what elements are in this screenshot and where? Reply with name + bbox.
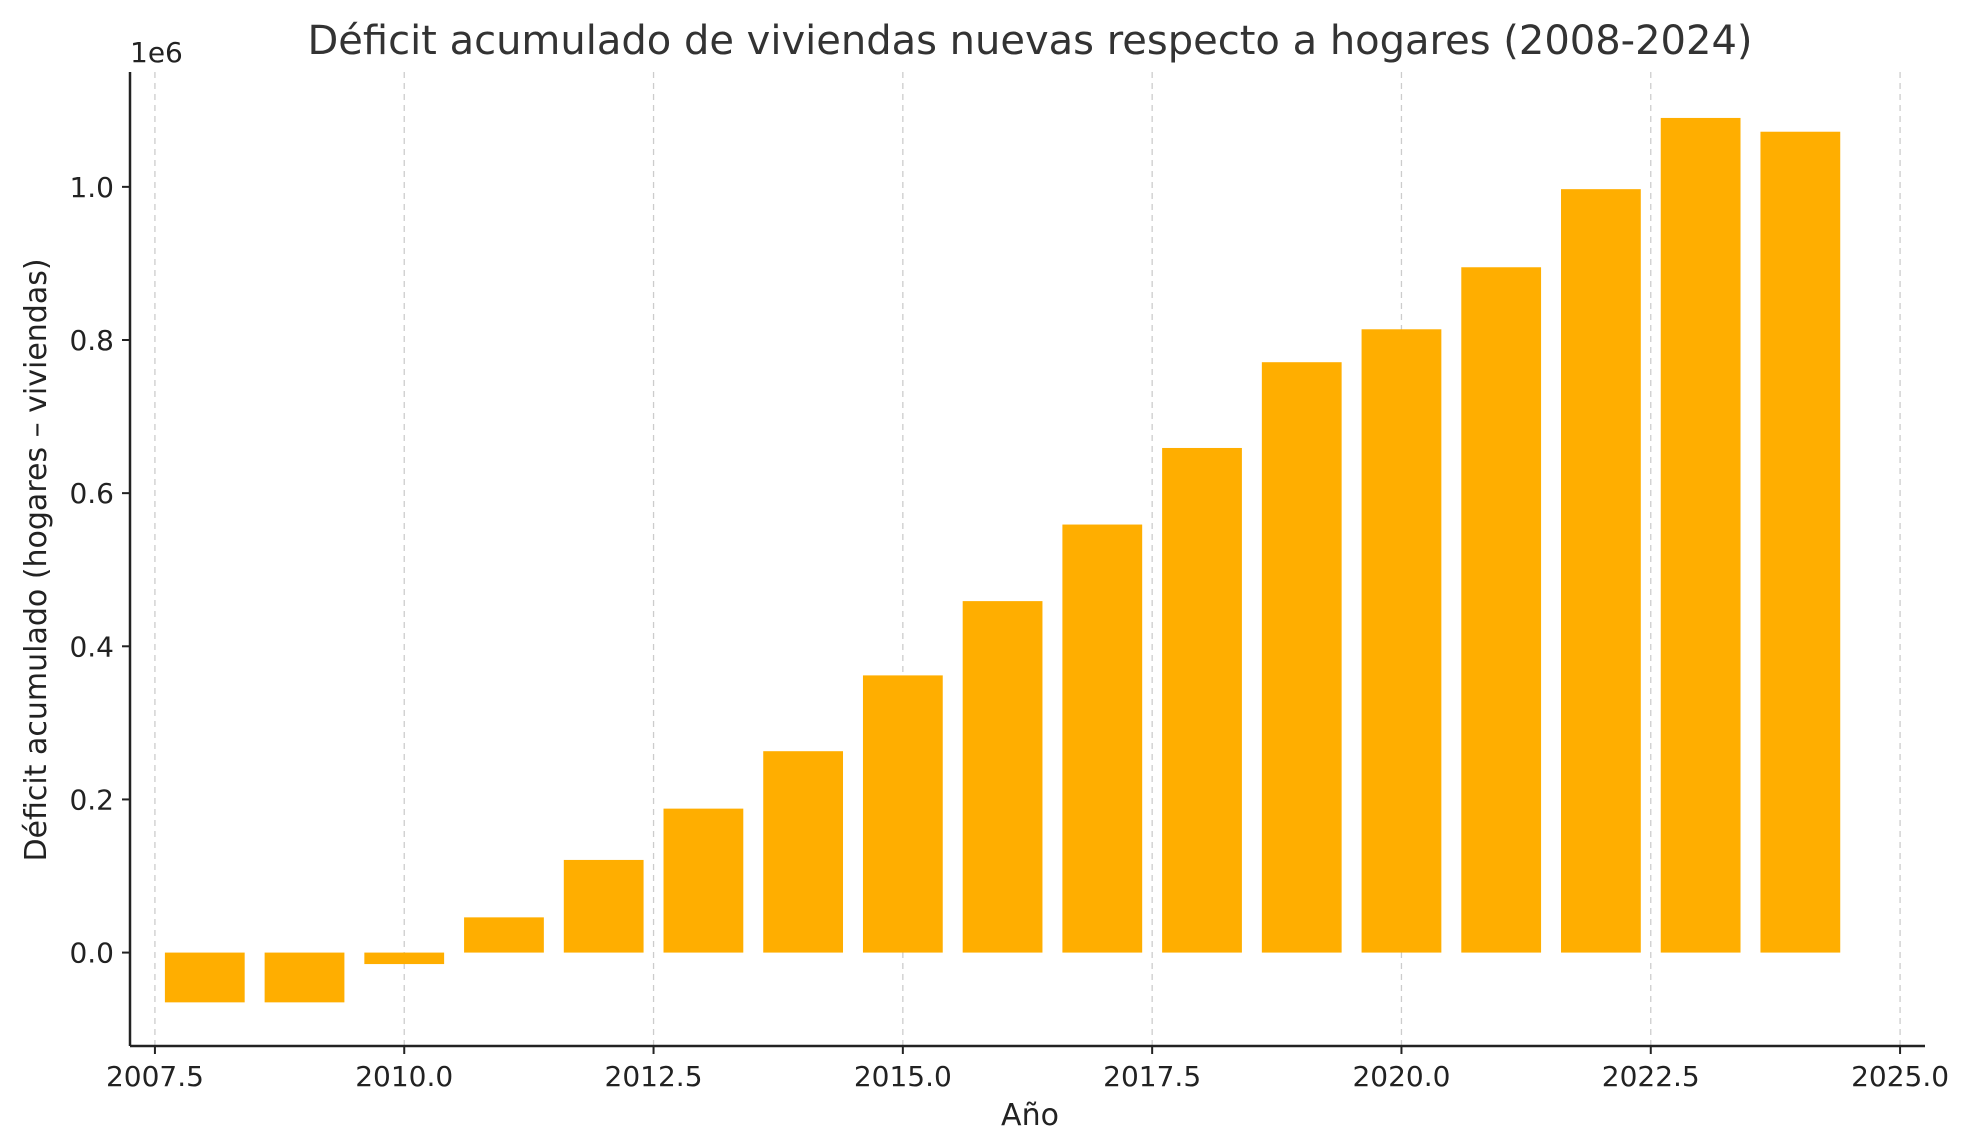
y-tick-label-3: 0.6 <box>69 477 114 510</box>
y-offset-label: 1e6 <box>130 36 183 69</box>
y-ticks: 0.0 0.2 0.4 0.6 0.8 1.0 <box>69 171 130 970</box>
x-tick-label-6: 2022.5 <box>1602 1060 1700 1093</box>
y-axis-label: Déficit acumulado (hogares – viviendas) <box>19 258 54 861</box>
bar-2024 <box>1760 131 1841 953</box>
bar-2013 <box>663 808 744 953</box>
bar-2010 <box>364 952 445 965</box>
bars <box>164 117 1841 1003</box>
x-tick-label-2: 2012.5 <box>605 1060 703 1093</box>
bar-2017 <box>1062 524 1143 953</box>
bar-2023 <box>1660 117 1741 953</box>
x-ticks: 2007.5 2010.0 2012.5 2015.0 2017.5 2020.0 2022… <box>106 1046 1949 1093</box>
bar-2014 <box>763 751 844 953</box>
bar-2008 <box>164 952 245 1003</box>
x-tick-label-7: 2025.0 <box>1851 1060 1949 1093</box>
chart-title: Déficit acumulado de viviendas nuevas re… <box>307 18 1752 64</box>
y-tick-label-1: 0.2 <box>69 783 114 816</box>
bar-2015 <box>862 675 943 953</box>
bar-2022 <box>1561 189 1641 953</box>
x-tick-label-0: 2007.5 <box>106 1060 204 1093</box>
bar-2016 <box>962 601 1043 953</box>
x-tick-label-3: 2015.0 <box>854 1060 952 1093</box>
bar-2012 <box>563 859 644 953</box>
bar-2020 <box>1361 329 1442 953</box>
x-axis-label: Año <box>1001 1098 1059 1133</box>
bar-2021 <box>1461 267 1542 953</box>
y-tick-label-5: 1.0 <box>69 171 114 204</box>
x-tick-label-1: 2010.0 <box>355 1060 453 1093</box>
bar-2018 <box>1162 447 1242 953</box>
y-tick-label-2: 0.4 <box>69 630 114 663</box>
y-tick-label-0: 0.0 <box>69 937 114 970</box>
x-tick-label-5: 2020.0 <box>1352 1060 1450 1093</box>
y-tick-label-4: 0.8 <box>69 324 114 357</box>
bar-2009 <box>264 952 345 1003</box>
axes <box>128 72 1925 1048</box>
x-tick-label-4: 2017.5 <box>1103 1060 1201 1093</box>
bar-2011 <box>464 917 544 953</box>
bar-2019 <box>1261 362 1342 953</box>
